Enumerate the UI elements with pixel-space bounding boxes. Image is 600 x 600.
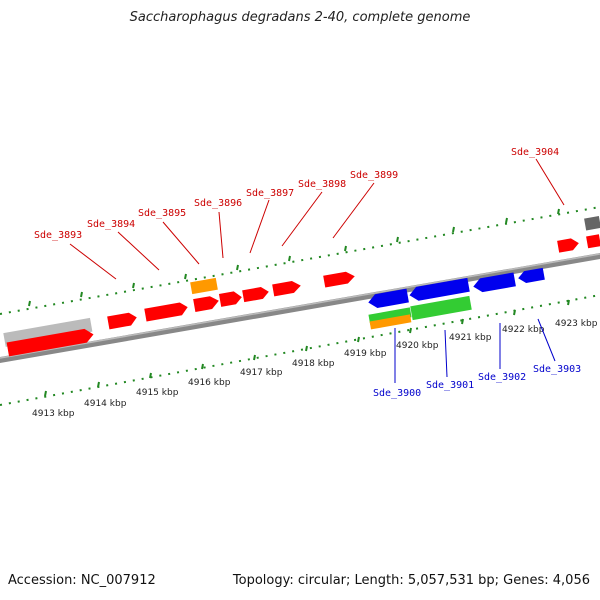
kbp-label: 4916 kbp (188, 378, 231, 388)
kbp-label: 4921 kbp (449, 333, 492, 343)
gene-label-forward[interactable]: Sde_3895 (138, 208, 186, 219)
gene-feature-forward[interactable] (323, 270, 356, 288)
gene-label-reverse[interactable]: Sde_3903 (533, 364, 581, 375)
forward-gene-labels: Sde_3893 Sde_3894 Sde_3895 Sde_3896 Sde_… (34, 147, 559, 241)
gene-feature-reverse[interactable] (408, 277, 470, 302)
kbp-tick-labels: 4913 kbp 4914 kbp 4915 kbp 4916 kbp 4917… (32, 319, 598, 419)
lower-major-ticks (44, 299, 570, 397)
lower-tick-track (0, 294, 600, 406)
gene-label-forward[interactable]: Sde_3894 (87, 219, 135, 230)
gene-feature-orange[interactable] (369, 314, 412, 330)
gene-label-forward[interactable]: Sde_3897 (246, 188, 294, 199)
topology-text: Topology: circular; Length: 5,057,531 bp… (232, 573, 590, 588)
reverse-strand-genes (367, 267, 545, 330)
gene-feature-orange[interactable] (190, 277, 218, 295)
gene-label-forward[interactable]: Sde_3899 (350, 170, 398, 181)
kbp-label: 4918 kbp (292, 359, 335, 369)
gene-feature-forward[interactable] (557, 237, 580, 253)
kbp-label: 4922 kbp (502, 325, 545, 335)
gene-label-forward[interactable]: Sde_3896 (194, 198, 242, 209)
gene-feature-forward[interactable] (218, 290, 243, 307)
forward-strand-genes (3, 216, 600, 357)
gene-feature-reverse[interactable] (517, 267, 545, 284)
gene-label-reverse[interactable]: Sde_3901 (426, 380, 474, 391)
kbp-label: 4923 kbp (555, 319, 598, 329)
gene-feature-forward[interactable] (193, 295, 220, 312)
forward-label-leaders (69, 158, 565, 280)
page-title: Saccharophagus degradans 2-40, complete … (129, 10, 471, 25)
gene-feature-forward[interactable] (272, 280, 302, 297)
gene-feature-dark-gray[interactable] (584, 216, 600, 231)
accession-text: Accession: NC_007912 (8, 573, 156, 588)
gene-feature-forward[interactable] (144, 301, 189, 322)
gene-label-reverse[interactable]: Sde_3900 (373, 388, 421, 399)
kbp-label: 4915 kbp (136, 388, 179, 398)
gene-feature-forward[interactable] (6, 327, 95, 357)
kbp-label: 4913 kbp (32, 409, 75, 419)
gene-feature-forward[interactable] (586, 234, 600, 249)
gene-feature-reverse[interactable] (367, 288, 409, 310)
gene-feature-green[interactable] (410, 295, 472, 321)
gene-feature-reverse[interactable] (472, 272, 516, 293)
kbp-label: 4917 kbp (240, 368, 283, 378)
gene-label-forward[interactable]: Sde_3904 (511, 147, 559, 158)
reverse-gene-labels: Sde_3900 Sde_3901 Sde_3902 Sde_3903 (373, 364, 581, 399)
kbp-label: 4919 kbp (344, 349, 387, 359)
upper-major-ticks (28, 208, 560, 307)
gene-feature-forward[interactable] (107, 311, 138, 330)
kbp-label: 4920 kbp (396, 341, 439, 351)
gene-label-forward[interactable]: Sde_3898 (298, 179, 346, 190)
gene-label-reverse[interactable]: Sde_3902 (478, 372, 526, 383)
kbp-label: 4914 kbp (84, 399, 127, 409)
gene-feature-forward[interactable] (242, 286, 270, 303)
gene-label-forward[interactable]: Sde_3893 (34, 230, 82, 241)
reverse-label-leaders (394, 318, 556, 383)
genome-backbone-highlight (0, 253, 600, 359)
